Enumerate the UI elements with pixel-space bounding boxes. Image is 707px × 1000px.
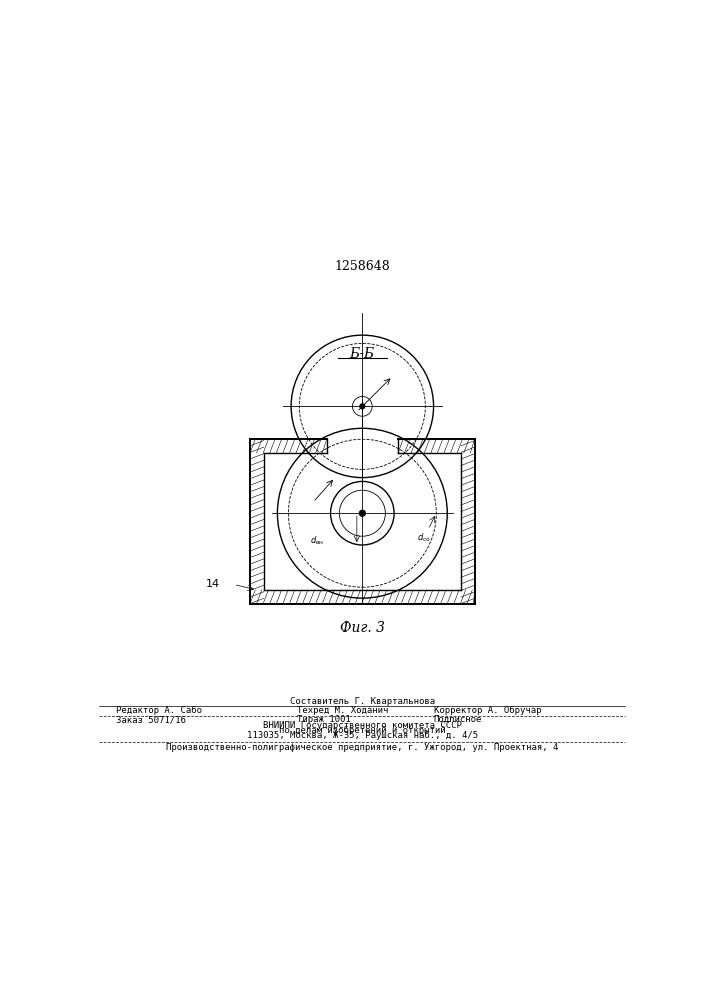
Text: Корректор А. Обручар: Корректор А. Обручар (433, 706, 541, 715)
Text: 113035, Москва, Ж-35, Раушская наб., д. 4/5: 113035, Москва, Ж-35, Раушская наб., д. … (247, 731, 478, 740)
Text: Производственно-полиграфическое предприятие, г. Ужгород, ул. Проектная, 4: Производственно-полиграфическое предприя… (166, 743, 559, 752)
Text: по делам изобретений и открытий: по делам изобретений и открытий (279, 726, 445, 735)
Text: 14: 14 (206, 579, 221, 589)
Text: Редактор А. Сабо: Редактор А. Сабо (116, 706, 201, 715)
Circle shape (359, 510, 366, 517)
Text: Тираж 1001: Тираж 1001 (297, 715, 351, 724)
Text: Составитель Г. Квартальнова: Составитель Г. Квартальнова (290, 697, 435, 706)
Text: Б-Б: Б-Б (350, 347, 375, 361)
Text: $d_{\rm со}$: $d_{\rm со}$ (417, 532, 431, 544)
Text: Подписное: Подписное (433, 715, 482, 724)
Text: $d_{\rm вн}$: $d_{\rm вн}$ (310, 534, 325, 547)
Text: Заказ 5071/16: Заказ 5071/16 (116, 715, 186, 724)
Text: Техред М. Ходанич: Техред М. Ходанич (297, 706, 388, 715)
Circle shape (360, 404, 365, 409)
Text: ВНИИПИ Государственного комитета СССР: ВНИИПИ Государственного комитета СССР (263, 721, 462, 730)
Text: 1258648: 1258648 (334, 260, 390, 273)
Text: Фиг. 3: Фиг. 3 (340, 621, 385, 635)
